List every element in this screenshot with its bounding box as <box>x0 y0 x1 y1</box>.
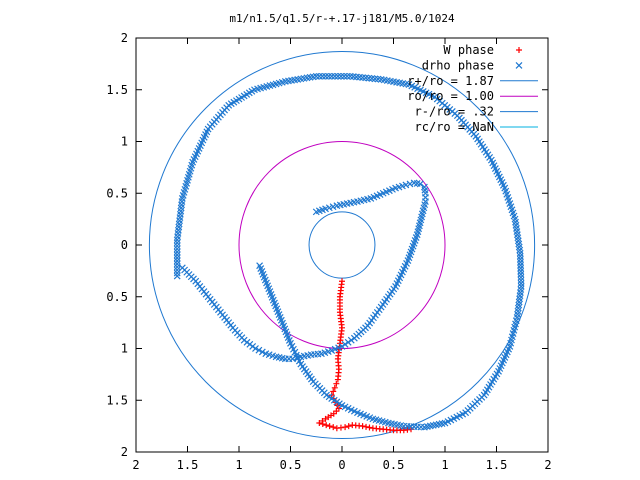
drho-phase-point <box>517 261 524 269</box>
drho-phase-point <box>338 343 346 350</box>
x-tick-label: 1 <box>441 458 448 472</box>
drho-phase-point <box>420 183 428 191</box>
circle-series <box>308 211 376 279</box>
w-phase-point <box>322 415 329 422</box>
drho-phase-point <box>173 263 181 271</box>
drho-phase-point <box>517 282 525 290</box>
drho-phase-point <box>325 72 333 80</box>
legend-label: drho phase <box>422 58 494 72</box>
w-phase-point <box>333 380 340 387</box>
y-tick-label: 1 <box>121 342 128 356</box>
drho-phase-point <box>517 270 525 278</box>
drho-phase-point <box>516 255 524 263</box>
axis-ticks: 2 1.5 1 0.5 0 0.5 1 1.5 221.510.500.511.52 <box>106 31 551 472</box>
drho-phase-point <box>343 72 351 80</box>
w-phase-point <box>330 424 337 431</box>
drho-phase-point <box>341 340 349 348</box>
drho-phase-point <box>173 248 181 256</box>
drho-phase-point <box>406 180 414 188</box>
drho-phase-point <box>173 254 181 262</box>
circle-series <box>148 50 536 440</box>
drho-phase-point <box>173 236 181 244</box>
drho-phase-point <box>173 266 181 274</box>
w-phase-point <box>319 421 326 428</box>
legend-label: rc/ro = NaN <box>415 120 494 134</box>
y-tick-label: 1.5 <box>106 83 128 97</box>
drho-phase-point <box>346 72 354 80</box>
y-tick-label: 0 <box>121 238 128 252</box>
legend-label: r+/ro = 1.87 <box>407 74 494 88</box>
w-phase-point <box>366 424 373 431</box>
drho-phase-point <box>173 269 181 277</box>
drho-phase-point <box>517 279 525 287</box>
x-tick-label: 1 <box>235 458 242 472</box>
drho-phase-point <box>517 267 525 275</box>
drho-phase-point <box>173 242 181 250</box>
y-tick-label: 0.5 <box>106 186 128 200</box>
x-tick-label: 0.5 <box>280 458 302 472</box>
w-phase-point <box>331 384 338 391</box>
w-phase-point <box>363 423 370 430</box>
x-tick-label: 1.5 <box>486 458 508 472</box>
drho-phase-point <box>340 72 348 80</box>
drho-phase-point <box>312 208 320 216</box>
drho-phase-point <box>258 348 266 356</box>
drho-phase-point <box>410 179 418 187</box>
legend-label: W phase <box>443 43 494 57</box>
drho-phase-point <box>517 273 525 281</box>
w-phase-point <box>342 424 349 431</box>
x-tick-label: 2 <box>132 458 139 472</box>
y-tick-label: 2 <box>121 31 128 45</box>
legend-label: r-/ro = .32 <box>415 105 494 119</box>
drho-phase-point <box>347 336 355 344</box>
drho-phase-point <box>337 72 345 80</box>
w-phase-point <box>334 376 341 383</box>
x-tick-label: 1.5 <box>177 458 199 472</box>
drho-phase-point <box>517 276 525 284</box>
data-points <box>173 47 525 434</box>
y-tick-label: 1 <box>121 135 128 149</box>
drho-phase-point <box>315 72 323 80</box>
drho-phase-point <box>328 72 336 80</box>
drho-phase-point <box>173 257 181 265</box>
reference-circles <box>148 50 536 440</box>
x-tick-label: 0 <box>338 458 345 472</box>
x-tick-label: 2 <box>544 458 551 472</box>
w-phase-point <box>316 420 323 427</box>
drho-phase-point <box>322 72 329 80</box>
drho-phase-point <box>344 338 352 346</box>
drho-phase-point <box>173 260 181 268</box>
x-tick-label: 0.5 <box>383 458 405 472</box>
drho-phase-point <box>331 72 339 80</box>
w-phase-point <box>323 422 330 429</box>
y-tick-label: 0.5 <box>106 290 128 304</box>
drho-phase-point <box>334 72 342 80</box>
drho-phase-point <box>173 239 181 247</box>
w-phase-point <box>326 423 333 430</box>
y-tick-label: 1.5 <box>106 393 128 407</box>
circle-series <box>238 141 446 349</box>
w-phase-point <box>359 423 366 430</box>
drho-phase-point <box>516 252 524 260</box>
y-tick-label: 2 <box>121 445 128 459</box>
legend-label: ro/ro = 1.00 <box>407 89 494 103</box>
w-phase-point <box>330 388 337 395</box>
drho-phase-point <box>517 264 525 272</box>
drho-phase-point <box>173 251 181 259</box>
drho-phase-point <box>173 245 181 253</box>
drho-phase-point <box>173 272 181 280</box>
drho-phase-point <box>319 72 326 80</box>
drho-phase-point <box>517 258 524 266</box>
drho-phase-point <box>252 345 259 352</box>
legend-marker <box>515 61 523 69</box>
chart-title: m1/n1.5/q1.5/r-+.17-j181/M5.0/1024 <box>229 12 455 25</box>
legend-marker <box>516 47 522 53</box>
drho-phase-point <box>255 346 263 354</box>
w-phase-point <box>345 423 352 430</box>
